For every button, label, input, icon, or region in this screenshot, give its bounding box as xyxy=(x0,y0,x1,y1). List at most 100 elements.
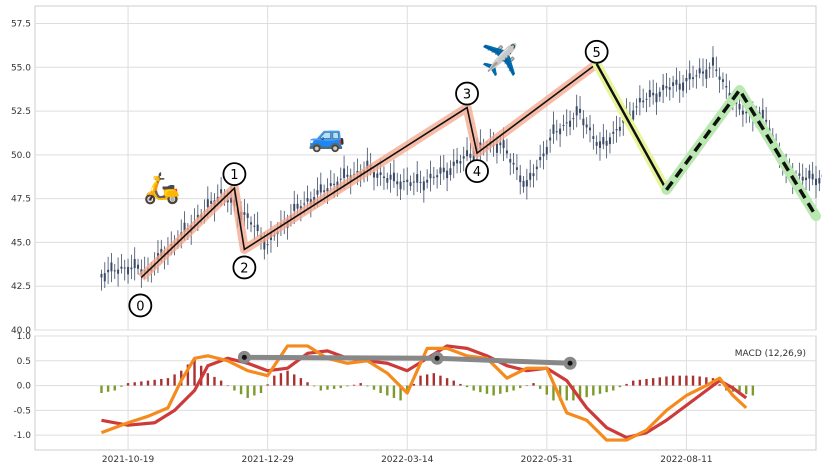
candle-body xyxy=(123,267,126,269)
candle-body xyxy=(565,122,568,124)
macd-histogram-bar xyxy=(219,380,223,386)
macd-histogram-bar xyxy=(193,358,196,386)
macd-histogram-bar xyxy=(133,382,136,386)
candle-body xyxy=(502,140,505,149)
candle-body xyxy=(662,84,665,91)
candle-body xyxy=(256,224,259,232)
candle-body xyxy=(505,150,508,154)
macd-histogram-bar xyxy=(698,376,701,386)
candle-body xyxy=(702,71,705,74)
macd-histogram-bar xyxy=(465,385,469,388)
macd-histogram-bar xyxy=(638,379,642,386)
price-y-tick: 50.0 xyxy=(11,151,31,161)
candle-body xyxy=(439,167,442,174)
candle-body xyxy=(346,174,349,177)
candle-body xyxy=(210,200,213,204)
candle-body xyxy=(133,259,136,269)
candle-body xyxy=(718,76,721,80)
macd-histogram-bar xyxy=(578,385,582,399)
candle-body xyxy=(183,222,186,232)
candle-body xyxy=(801,176,804,181)
macd-histogram-bar xyxy=(718,384,721,386)
wave-label-text: 4 xyxy=(473,165,481,180)
candle-body xyxy=(230,197,233,203)
candle-body xyxy=(402,180,405,182)
car-icon: 🚙 xyxy=(308,119,345,154)
macd-y-tick: -0.5 xyxy=(13,406,31,416)
wave-label-2: 2 xyxy=(232,255,257,280)
candle-body xyxy=(635,106,638,108)
candle-body xyxy=(695,75,698,77)
candle-body xyxy=(409,182,412,186)
macd-histogram-bar xyxy=(299,378,303,386)
candle-body xyxy=(682,82,685,91)
candle-body xyxy=(575,106,578,116)
candle-body xyxy=(206,199,209,208)
macd-histogram-bar xyxy=(379,385,382,393)
macd-histogram-bar xyxy=(538,385,542,389)
macd-histogram-bar xyxy=(598,385,602,394)
macd-histogram-bar xyxy=(286,370,289,386)
candle-body xyxy=(715,69,718,72)
macd-histogram-bar xyxy=(592,385,595,396)
candle-body xyxy=(316,190,319,195)
candle-body xyxy=(293,203,296,211)
candle-body xyxy=(805,177,808,181)
candle-body xyxy=(572,118,575,120)
macd-histogram-bar xyxy=(472,385,475,391)
candle-body xyxy=(446,170,449,179)
candle-body xyxy=(555,131,558,133)
candle-body xyxy=(379,172,382,176)
candle-body xyxy=(672,82,675,86)
candle-body xyxy=(250,222,253,225)
macd-histogram-bar xyxy=(419,375,422,386)
candle-body xyxy=(622,120,625,123)
candle-body xyxy=(103,273,106,282)
macd-histogram-bar xyxy=(120,385,123,387)
wave-label-circle xyxy=(455,81,479,106)
macd-histogram-bar xyxy=(146,380,150,386)
wave-label-1: 1 xyxy=(222,162,247,187)
candle-body xyxy=(765,119,768,122)
candle-body xyxy=(612,131,615,134)
macd-divergence-dot-center xyxy=(567,360,573,366)
candle-body xyxy=(220,189,223,194)
x-tick-label: 2022-08-11 xyxy=(660,455,712,465)
wave-label-3: 3 xyxy=(455,81,479,106)
candle-body xyxy=(412,181,415,183)
candle-body xyxy=(296,203,299,209)
wave-label-text: 5 xyxy=(593,46,601,61)
candle-body xyxy=(798,173,801,176)
macd-histogram-bar xyxy=(173,374,176,386)
price-panel: 40.0 42.5 45.0 47.5 50.0 52.5 55.0 57.5 0 1 2 3 4 5 🛵 🚙… xyxy=(11,5,822,336)
candle-body xyxy=(495,143,498,153)
x-tick-label: 2021-12-29 xyxy=(241,455,294,465)
candle-body xyxy=(525,180,528,187)
candle-body xyxy=(602,137,605,145)
macd-divergence-dot-center xyxy=(434,355,440,361)
macd-histogram-bar xyxy=(625,383,628,386)
candle-body xyxy=(396,181,399,185)
candle-body xyxy=(226,199,229,203)
candle-body xyxy=(761,109,764,119)
macd-histogram-bar xyxy=(651,378,655,386)
wave-label-4: 4 xyxy=(465,159,489,184)
macd-histogram-bar xyxy=(519,385,522,389)
candle-body xyxy=(582,118,585,126)
candle-body xyxy=(818,178,821,184)
macd-histogram-bar xyxy=(213,376,216,386)
x-tick-label: 2022-03-14 xyxy=(381,455,434,465)
x-tick-label: 2022-05-31 xyxy=(521,455,573,465)
price-y-tick: 55.0 xyxy=(11,63,31,73)
wave-label-text: 3 xyxy=(463,88,471,103)
candle-body xyxy=(811,173,814,180)
macd-histogram-bar xyxy=(459,383,462,386)
candle-body xyxy=(326,188,329,192)
candle-body xyxy=(685,78,688,82)
wave-label-text: 0 xyxy=(136,299,144,314)
candle-body xyxy=(436,175,439,178)
candle-body xyxy=(705,69,708,79)
candle-body xyxy=(429,173,432,179)
macd-histogram-bar xyxy=(658,377,661,386)
price-frame xyxy=(34,5,817,331)
